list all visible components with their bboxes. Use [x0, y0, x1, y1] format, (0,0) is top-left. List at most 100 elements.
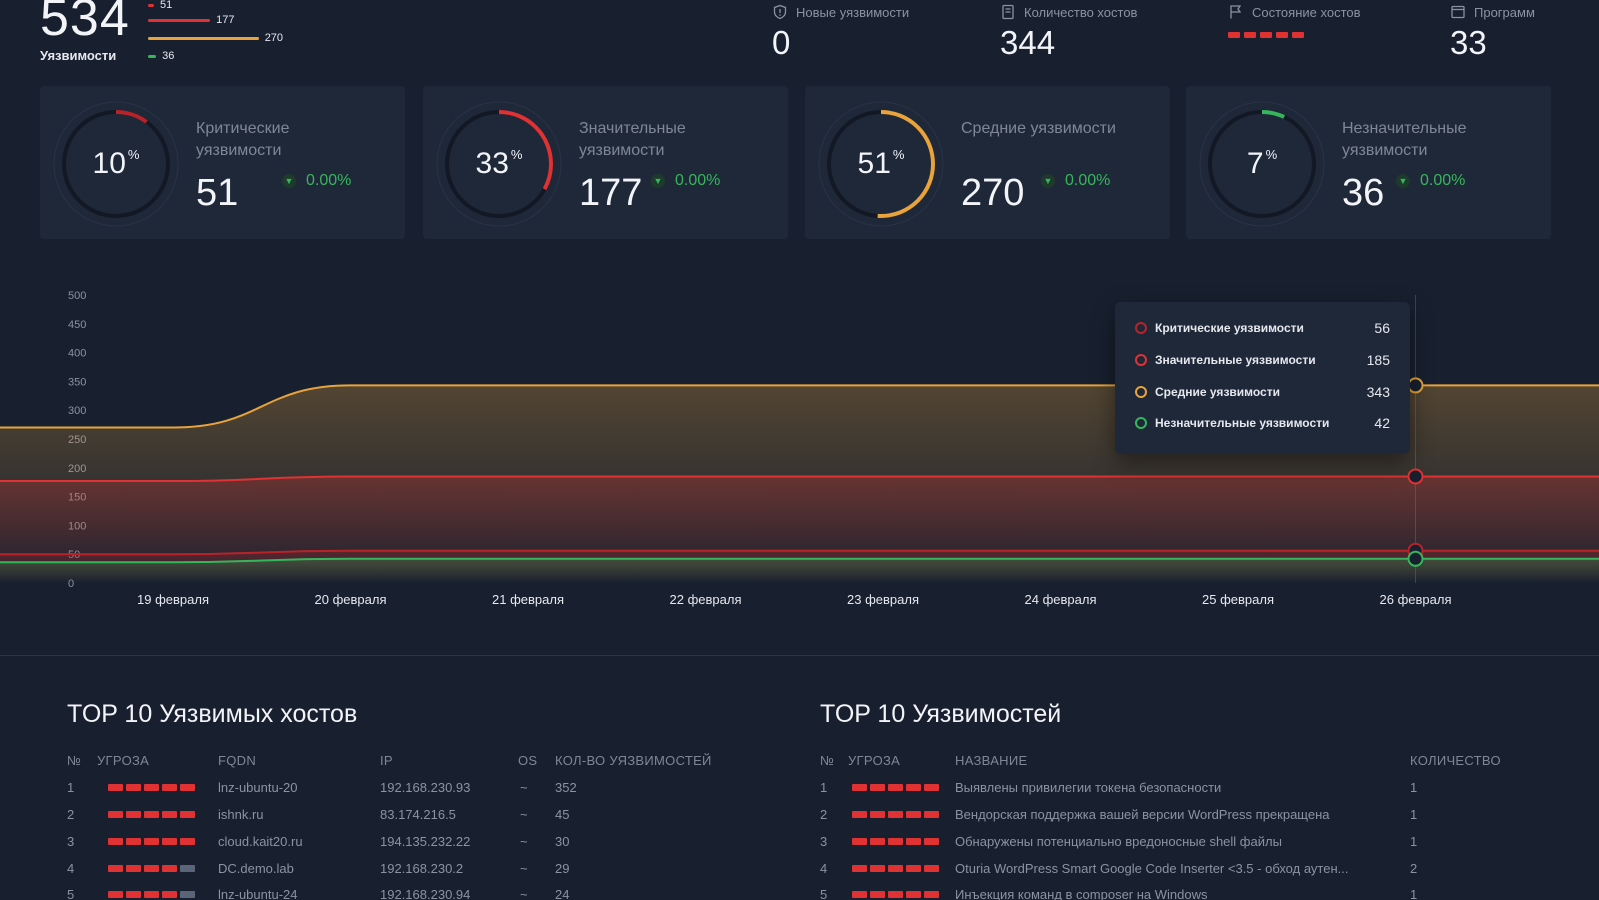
x-tick-label: 23 февраля	[847, 592, 919, 607]
series-point[interactable]	[1407, 550, 1424, 567]
series-point[interactable]	[1407, 377, 1424, 394]
card-significant[interactable]: 33% Значительные уязвимости 177 ▼ 0.00%	[423, 86, 788, 239]
threat-segment	[924, 838, 939, 845]
column-header[interactable]: №	[820, 753, 835, 768]
host-fqdn[interactable]: cloud.kait20.ru	[218, 834, 303, 849]
vulnerability-name[interactable]: Обнаружены потенциально вредоносные shel…	[955, 834, 1282, 849]
column-header[interactable]: КОЛИЧЕСТВО	[1410, 753, 1501, 768]
threat-segment	[162, 865, 177, 872]
tooltip-row: Значительные уязвимости 185	[1135, 352, 1390, 368]
column-header[interactable]: УГРОЗА	[97, 753, 150, 768]
threat-level-indicator	[108, 865, 195, 872]
card-delta: ▼ 0.00%	[1041, 172, 1110, 190]
column-header[interactable]: OS	[518, 753, 538, 768]
row-number: 4	[67, 861, 75, 876]
tooltip-label: Критические уязвимости	[1155, 321, 1304, 335]
stat-programs[interactable]: Программ 33	[1450, 4, 1535, 62]
tooltip-row: Критические уязвимости 56	[1135, 320, 1390, 336]
stat-label: Программ	[1474, 4, 1535, 20]
ring-outer	[818, 101, 944, 227]
delta-value: 0.00%	[1420, 172, 1466, 189]
threat-segment	[162, 838, 177, 845]
percent-value: 33	[475, 147, 509, 180]
tooltip-value: 56	[1374, 320, 1390, 336]
threat-segment	[906, 891, 921, 898]
card-delta: ▼ 0.00%	[651, 172, 720, 190]
host-os: ~	[520, 834, 528, 849]
host-ip: 192.168.230.94	[380, 887, 471, 900]
section-divider	[0, 655, 1599, 656]
host-ip: 192.168.230.93	[380, 780, 471, 795]
ring-label: 7%	[1198, 100, 1326, 228]
stat-host-count[interactable]: Количество хостов 344	[1000, 4, 1137, 62]
series-point[interactable]	[1407, 468, 1424, 485]
percent-value: 7	[1246, 147, 1264, 180]
host-fqdn[interactable]: ishnk.ru	[218, 807, 264, 822]
card-low[interactable]: 7% Незначительные уязвимости 36 ▼ 0.00%	[1186, 86, 1551, 239]
row-number: 3	[67, 834, 75, 849]
stat-new-vulnerabilities[interactable]: Новые уязвимости 0	[772, 4, 909, 62]
host-fqdn[interactable]: DC.demo.lab	[218, 861, 294, 876]
column-header[interactable]: IP	[380, 753, 393, 768]
threat-level-indicator	[852, 838, 939, 845]
host-os: ~	[520, 780, 528, 795]
host-fqdn[interactable]: lnz-ubuntu-20	[218, 780, 298, 795]
ring-progress-arc	[62, 110, 170, 218]
series-line[interactable]	[0, 549, 1599, 556]
delta-value: 0.00%	[1065, 172, 1111, 189]
threat-segment	[180, 811, 195, 818]
y-tick-label: 500	[68, 290, 86, 302]
card-medium[interactable]: 51% Средние уязвимости 270 ▼ 0.00%	[805, 86, 1170, 239]
progress-ring	[436, 101, 562, 227]
column-header[interactable]: FQDN	[218, 753, 257, 768]
percent-sign: %	[510, 146, 523, 162]
threat-segment	[162, 811, 177, 818]
mini-bar-significant: 177	[148, 14, 234, 26]
mini-bar-fill	[148, 36, 259, 40]
column-header[interactable]: №	[67, 753, 82, 768]
y-tick-label: 450	[68, 319, 86, 331]
vulnerability-name[interactable]: Oturia WordPress Smart Google Code Inser…	[955, 861, 1349, 876]
threat-segment	[852, 811, 867, 818]
row-number: 2	[820, 807, 828, 822]
host-state-indicator	[1228, 32, 1361, 38]
stat-label: Количество хостов	[1024, 4, 1138, 20]
percent-value: 51	[857, 147, 891, 180]
threat-segment	[906, 865, 921, 872]
threat-segment	[888, 838, 903, 845]
vulnerability-name[interactable]: Вендорская поддержка вашей версии WordPr…	[955, 807, 1330, 822]
flag-icon	[1230, 5, 1242, 19]
vulnerability-count: 2	[1410, 861, 1418, 876]
card-count: 270	[961, 172, 1025, 214]
ring-progress-arc	[1208, 110, 1316, 218]
stat-label-row: Количество хостов	[1000, 4, 1137, 20]
threat-segment	[906, 811, 921, 818]
mini-bar-value: 36	[162, 50, 175, 62]
vulnerability-name[interactable]: Выявлены привилегии токена безопасности	[955, 780, 1222, 795]
column-header[interactable]: НАЗВАНИЕ	[955, 753, 1028, 768]
threat-segment	[144, 784, 159, 791]
stat-host-state[interactable]: Состояние хостов	[1228, 4, 1361, 38]
vulnerability-name[interactable]: Инъекция команд в composer на Windows	[955, 887, 1208, 900]
threat-level-indicator	[852, 891, 939, 898]
series-line[interactable]	[0, 557, 1599, 564]
card-delta: ▼ 0.00%	[1396, 172, 1465, 190]
host-fqdn[interactable]: lnz-ubuntu-24	[218, 887, 298, 900]
threat-segment	[162, 784, 177, 791]
column-header[interactable]: УГРОЗА	[848, 753, 901, 768]
y-tick-label: 350	[68, 376, 86, 388]
threat-segment	[144, 838, 159, 845]
threat-segment	[906, 838, 921, 845]
card-critical[interactable]: 10% Критические уязвимости 51 ▼ 0.00%	[40, 86, 405, 239]
vulnerability-count: 24	[555, 887, 570, 900]
threat-segment	[180, 838, 195, 845]
series-line[interactable]	[0, 475, 1599, 483]
shield-icon	[773, 4, 787, 20]
ring-label: 33%	[435, 100, 563, 228]
legend-dot	[1135, 322, 1147, 334]
column-header[interactable]: КОЛ-ВО УЯЗВИМОСТЕЙ	[555, 753, 712, 768]
ring-progress-arc	[827, 110, 935, 218]
threat-segment	[870, 865, 885, 872]
x-tick-label: 26 февраля	[1380, 592, 1452, 607]
tooltip-label: Средние уязвимости	[1155, 385, 1280, 399]
